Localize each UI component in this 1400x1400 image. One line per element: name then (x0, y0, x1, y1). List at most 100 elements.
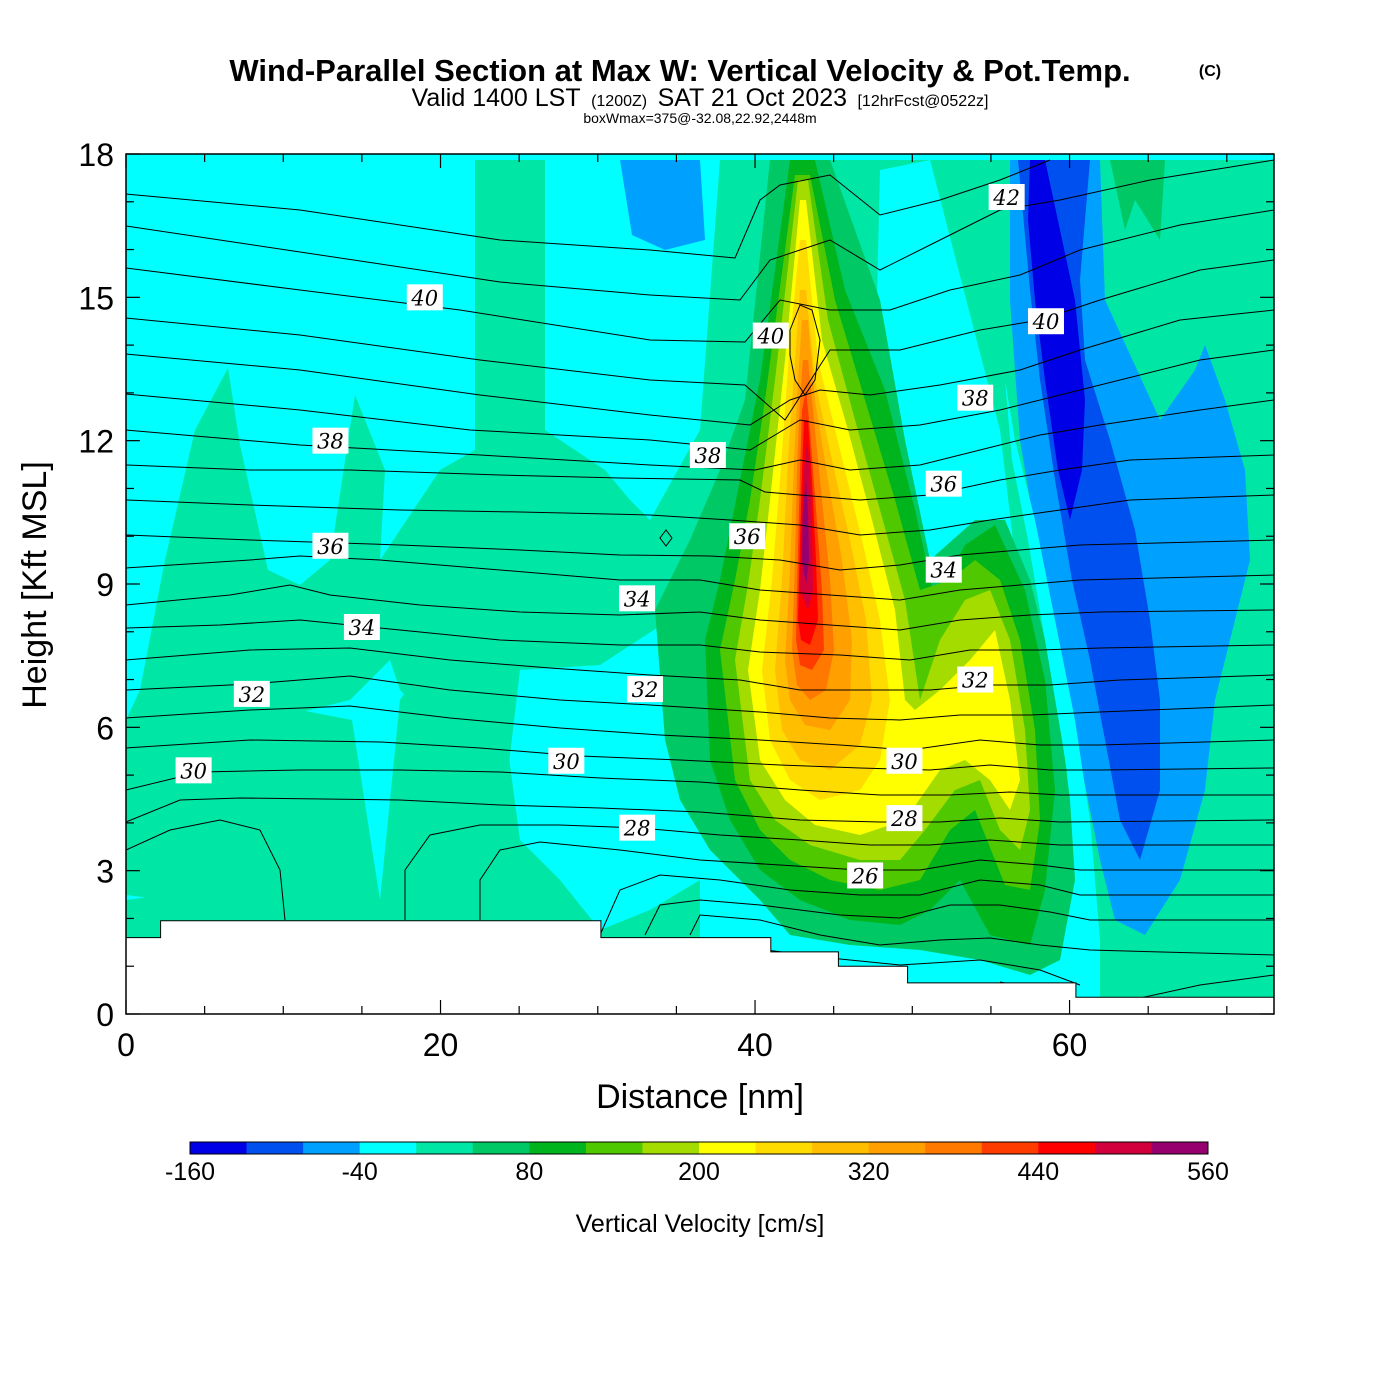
isentrope (126, 209, 1274, 343)
subtitle-valid: Valid 1400 LST (412, 84, 581, 112)
isentrope (126, 619, 1274, 661)
contour-label-bg (343, 614, 380, 640)
contour-label-bg (988, 184, 1025, 210)
contour-label: 28 (623, 817, 651, 841)
isentrope (126, 797, 1274, 823)
x-axis: 0 20 40 60 (117, 154, 1228, 1063)
x-tick-label: 20 (423, 1027, 459, 1063)
colorbar-swatch (925, 1142, 983, 1154)
contour-label-bg (548, 747, 585, 774)
cold-downdraft-top (620, 160, 705, 250)
contour-label-bg (925, 470, 962, 497)
y-tick-label: 12 (78, 424, 114, 460)
updraft-core (802, 480, 809, 585)
isentrope (126, 349, 1274, 451)
contour-label-bg (957, 384, 994, 411)
colorbar-label: 560 (1187, 1158, 1229, 1186)
contour-label-bg (729, 523, 766, 550)
contour-label-bg (619, 814, 656, 841)
isentrope (126, 399, 1274, 471)
isentrope (479, 841, 1274, 920)
colorbar-swatch (1094, 1142, 1152, 1154)
contour-label-bg (619, 585, 656, 612)
contour-label-bg (233, 680, 270, 707)
chart-title: Wind-Parallel Section at Max W: Vertical… (229, 53, 1130, 88)
contour-label-bg (175, 757, 212, 784)
contour-label: 34 (930, 559, 957, 583)
contour-label: 34 (349, 616, 376, 640)
isentrope (126, 259, 1274, 421)
contour-label: 36 (317, 535, 344, 559)
isentrope (126, 159, 1274, 301)
colorbar-swatch (812, 1142, 870, 1154)
contour-label: 30 (553, 750, 580, 774)
isentrope (126, 647, 1274, 691)
isentrope (404, 824, 1274, 920)
contour-label: 32 (238, 683, 265, 707)
colorbar-swatch (416, 1142, 474, 1154)
y-tick-label: 18 (78, 137, 114, 173)
terrain (126, 920, 1274, 1014)
isentrope-loop (789, 304, 821, 396)
isentrope (126, 584, 1274, 631)
x-axis-label: Distance [nm] (596, 1078, 804, 1116)
colorbar-label: 440 (1017, 1158, 1059, 1186)
colorbar-swatch (529, 1142, 587, 1154)
contour-label: 30 (891, 750, 918, 774)
contour-label-bg (312, 532, 349, 559)
colorbar-frame (189, 1141, 1209, 1155)
colorbar-label: -160 (165, 1158, 215, 1186)
isentrope (644, 899, 1274, 936)
copyright-mark: (C) (1199, 63, 1221, 80)
y-tick-label: 6 (96, 710, 114, 746)
x-tick-label: 60 (1052, 1027, 1088, 1063)
isentrope (599, 874, 1274, 936)
contour-label-bg (752, 322, 789, 349)
isentrope (126, 159, 1051, 259)
y-tick-label: 3 (96, 854, 114, 890)
isentrope (126, 309, 1274, 426)
isentrope (126, 819, 286, 921)
contour-label-bg (886, 805, 923, 832)
contour-label: 38 (962, 387, 989, 411)
colorbar-swatch (1151, 1142, 1209, 1154)
colorbar-label: 80 (515, 1158, 543, 1186)
colorbar-swatch (585, 1142, 643, 1154)
x-tick-label: 0 (117, 1027, 135, 1063)
contour-label: 38 (694, 444, 721, 468)
colorbar-swatch (1038, 1142, 1096, 1154)
colorbar-swatch (303, 1142, 361, 1154)
colorbar-labels: -160 -40 80 200 320 440 560 (165, 1158, 1229, 1186)
isentrope (126, 769, 1274, 796)
contour-label: 40 (410, 286, 438, 310)
y-axis-label: Height [Kft MSL] (16, 461, 54, 709)
contour-label: 28 (890, 807, 918, 831)
contour-label-bg (626, 676, 663, 703)
contour-label: 38 (317, 430, 344, 454)
y-tick-label: 9 (96, 567, 114, 603)
contour-label: 36 (930, 473, 957, 497)
subtitle-utc: (1200Z) (591, 93, 647, 110)
chart-box-max: boxWmax=375@-32.08,22.92,2448m (583, 110, 816, 126)
colorbar-swatch (642, 1142, 700, 1154)
contour-label-bg (406, 284, 443, 311)
isentrope-diamond (659, 529, 673, 547)
subtitle-date: SAT 21 Oct 2023 (658, 84, 847, 112)
isentrope (126, 705, 1274, 751)
isentrope (126, 454, 1274, 501)
y-tick-label: 0 (96, 997, 114, 1033)
contour-label: 40 (1032, 310, 1060, 334)
colorbar (189, 1141, 1209, 1155)
isentrope (126, 494, 1274, 536)
contour-label: 30 (180, 759, 207, 783)
contour-label-bg (925, 556, 962, 583)
colorbar-swatch (981, 1142, 1039, 1154)
colorbar-label: 200 (678, 1158, 720, 1186)
contour-label-bg (689, 442, 726, 468)
contour-label: 32 (962, 669, 989, 693)
cyan-strip-east (1005, 380, 1100, 1014)
isentrope (689, 914, 1274, 956)
isentrope (126, 739, 1274, 771)
contour-label-bg (886, 747, 923, 774)
